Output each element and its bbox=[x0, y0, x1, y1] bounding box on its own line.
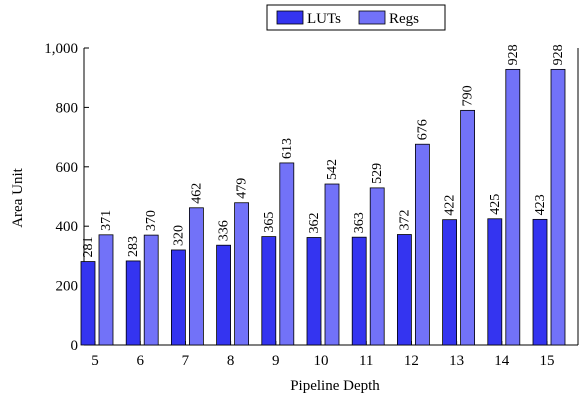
y-tick-label: 0 bbox=[71, 338, 79, 354]
bar-regs bbox=[505, 68, 521, 346]
bar-luts bbox=[442, 219, 458, 346]
bar-luts bbox=[306, 237, 322, 346]
bar-regs bbox=[188, 207, 204, 346]
bar-luts bbox=[261, 236, 277, 346]
x-tick-label: 9 bbox=[272, 353, 280, 369]
data-label: 362 bbox=[307, 212, 322, 233]
x-tick-label: 5 bbox=[91, 353, 99, 369]
x-tick-label: 10 bbox=[314, 353, 329, 369]
data-label: 423 bbox=[533, 194, 548, 215]
bar-regs bbox=[98, 234, 114, 346]
bar-regs bbox=[234, 202, 250, 346]
data-label: 371 bbox=[99, 210, 114, 231]
x-tick-label: 8 bbox=[227, 353, 235, 369]
legend-label-luts: LUTs bbox=[307, 11, 341, 27]
x-axis-title: Pipeline Depth bbox=[290, 378, 380, 394]
x-tick-label: 6 bbox=[136, 353, 144, 369]
data-label: 422 bbox=[443, 195, 458, 216]
data-label: 336 bbox=[217, 220, 232, 241]
data-label: 372 bbox=[397, 210, 412, 231]
bar-regs bbox=[369, 187, 385, 346]
data-label: 928 bbox=[551, 44, 566, 65]
bar-regs bbox=[460, 109, 476, 346]
y-tick-label: 600 bbox=[56, 160, 79, 176]
legend-swatch-luts bbox=[276, 10, 304, 25]
bar-luts bbox=[170, 249, 186, 346]
data-label: 542 bbox=[325, 159, 340, 180]
data-label: 479 bbox=[235, 178, 250, 199]
legend-label-regs: Regs bbox=[389, 11, 419, 27]
bar-luts bbox=[216, 244, 232, 346]
x-tick-label: 11 bbox=[359, 353, 373, 369]
data-label: 281 bbox=[81, 237, 96, 258]
bar-regs bbox=[414, 143, 430, 346]
bar-luts bbox=[532, 218, 548, 346]
bar-regs bbox=[279, 162, 295, 346]
data-label: 283 bbox=[126, 236, 141, 257]
data-label: 363 bbox=[352, 212, 367, 233]
legend: LUTs Regs bbox=[266, 4, 446, 31]
x-tick-label: 7 bbox=[182, 353, 190, 369]
data-label: 790 bbox=[461, 85, 476, 106]
y-tick-label: 800 bbox=[56, 100, 79, 116]
data-label: 676 bbox=[415, 119, 430, 140]
legend-swatch-regs bbox=[358, 10, 386, 25]
data-label: 529 bbox=[370, 163, 385, 184]
bar-regs bbox=[550, 68, 566, 346]
y-tick-label: 1,000 bbox=[44, 41, 78, 57]
data-label: 370 bbox=[144, 210, 159, 231]
y-tick-label: 400 bbox=[56, 219, 79, 235]
y-axis-title: Area Unit bbox=[10, 167, 26, 227]
bar-luts bbox=[396, 234, 412, 346]
x-tick-label: 15 bbox=[540, 353, 555, 369]
x-tick-label: 12 bbox=[404, 353, 419, 369]
x-tick-label: 14 bbox=[494, 353, 510, 369]
data-label: 928 bbox=[506, 44, 521, 65]
data-label: 425 bbox=[488, 194, 503, 215]
data-label: 462 bbox=[189, 183, 204, 204]
bar-regs bbox=[324, 183, 340, 346]
bar-luts bbox=[125, 260, 141, 346]
data-label: 320 bbox=[171, 225, 186, 246]
x-tick-label: 13 bbox=[449, 353, 464, 369]
bar-luts bbox=[351, 236, 367, 346]
data-label: 613 bbox=[280, 138, 295, 159]
data-label: 365 bbox=[262, 212, 277, 233]
bar-luts bbox=[80, 261, 96, 346]
bar-regs bbox=[143, 234, 159, 346]
bar-luts bbox=[487, 218, 503, 346]
y-tick-label: 200 bbox=[56, 279, 79, 295]
